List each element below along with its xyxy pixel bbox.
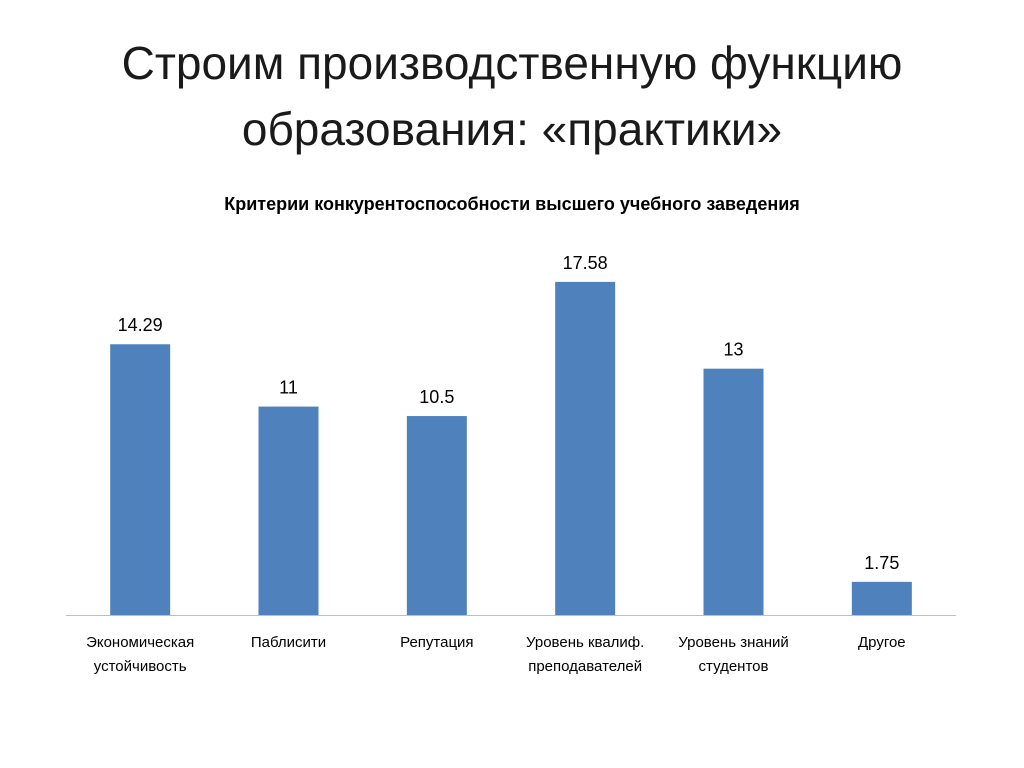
slide-title-line-1: Строим производственную функцию bbox=[121, 37, 903, 89]
bar-0 bbox=[110, 344, 171, 615]
data-label-3: 17.58 bbox=[563, 253, 608, 273]
slide-title: Строим производственную функцию образова… bbox=[0, 30, 1024, 162]
category-label-5: Другое bbox=[858, 634, 906, 651]
category-label-1: Паблисити bbox=[251, 634, 326, 651]
bar-4 bbox=[703, 368, 764, 615]
category-label-3: Уровень квалиф. преподавателей bbox=[526, 634, 644, 675]
data-label-2: 10.5 bbox=[419, 387, 454, 407]
data-label-5: 1.75 bbox=[864, 553, 899, 573]
bar-5 bbox=[851, 581, 912, 615]
data-label-0: 14.29 bbox=[118, 315, 163, 335]
category-label-4: Уровень знаний студентов bbox=[678, 634, 789, 675]
data-label-4: 13 bbox=[723, 340, 743, 360]
category-label-0: Экономическая устойчивость bbox=[86, 634, 194, 675]
bar-3 bbox=[555, 281, 616, 615]
data-label-1: 11 bbox=[279, 378, 298, 398]
category-label-2: Репутация bbox=[400, 634, 473, 651]
slide-title-line-2: образования: «практики» bbox=[241, 103, 783, 155]
bar-2 bbox=[406, 416, 467, 615]
chart-title: Критерии конкурентоспособности высшего у… bbox=[224, 194, 800, 214]
bar-1 bbox=[258, 406, 319, 615]
